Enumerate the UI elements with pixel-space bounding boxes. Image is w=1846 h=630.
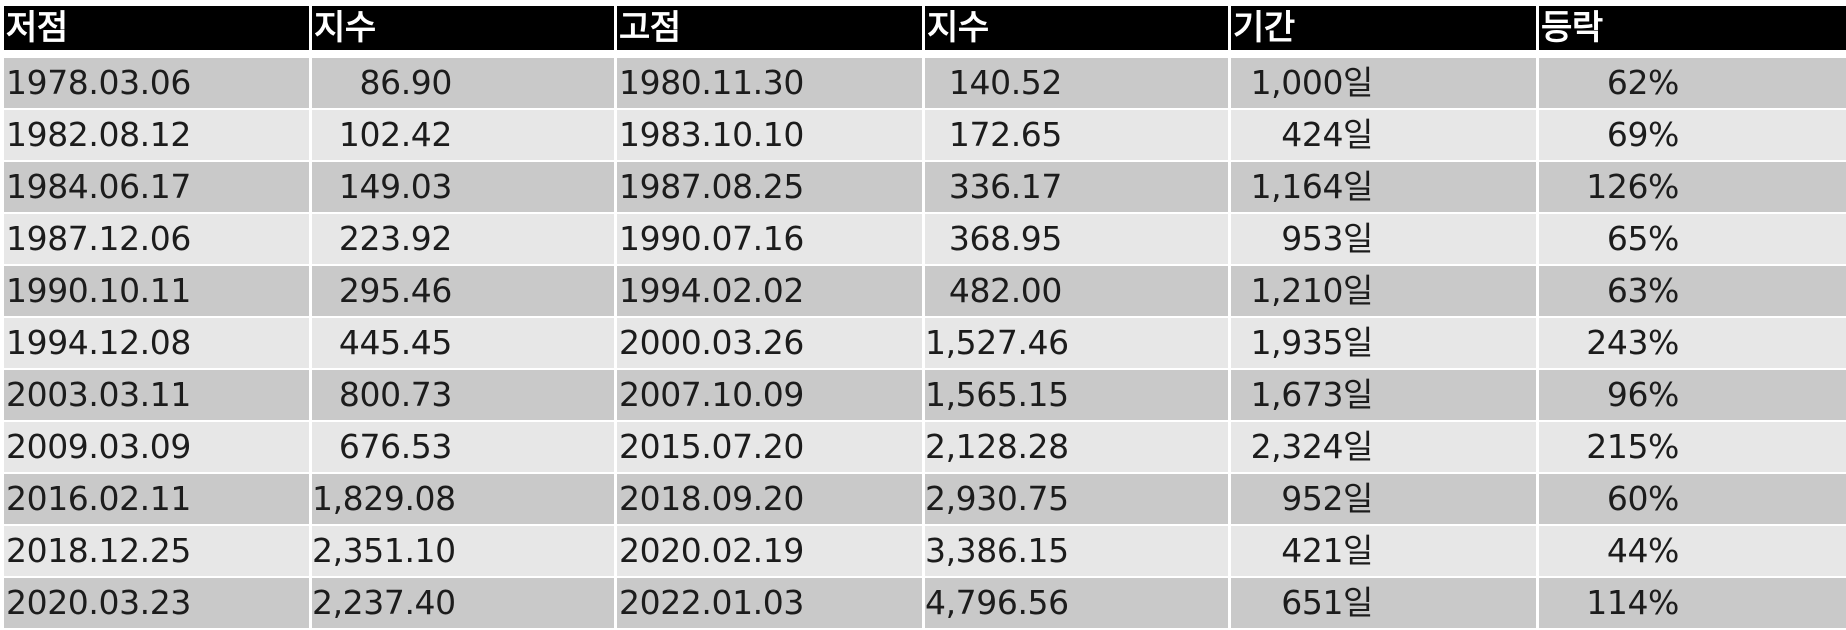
low-date-cell: 2003.03.11 (4, 370, 309, 420)
period-cell: 953일 (1231, 214, 1536, 264)
high-index-cell: 336.17 (925, 162, 1228, 212)
change-cell: 44% (1539, 526, 1846, 576)
high-index-cell: 368.95 (925, 214, 1228, 264)
period-cell: 421일 (1231, 526, 1536, 576)
period-cell: 2,324일 (1231, 422, 1536, 472)
change-cell: 69% (1539, 110, 1846, 160)
high-date-cell: 1990.07.16 (617, 214, 922, 264)
low-index-cell: 2,237.40 (312, 578, 614, 628)
index-cycle-table: 저점 지수 고점 지수 기간 등락 1978.03.06 86.90 1980.11… (4, 6, 1846, 628)
header-change: 등락 (1539, 6, 1846, 50)
high-date-cell: 2022.01.03 (617, 578, 922, 628)
high-index-cell: 172.65 (925, 110, 1228, 160)
high-date-cell: 1987.08.25 (617, 162, 922, 212)
high-date-cell: 2007.10.09 (617, 370, 922, 420)
high-index-cell: 140.52 (925, 58, 1228, 108)
low-index-cell: 800.73 (312, 370, 614, 420)
header-low-index: 지수 (312, 6, 614, 50)
high-date-cell: 1980.11.30 (617, 58, 922, 108)
period-cell: 424일 (1231, 110, 1536, 160)
change-cell: 63% (1539, 266, 1846, 316)
change-cell: 62% (1539, 58, 1846, 108)
period-cell: 1,673일 (1231, 370, 1536, 420)
high-index-cell: 3,386.15 (925, 526, 1228, 576)
low-date-cell: 1990.10.11 (4, 266, 309, 316)
high-date-cell: 2018.09.20 (617, 474, 922, 524)
low-index-cell: 86.90 (312, 58, 614, 108)
low-index-cell: 1,829.08 (312, 474, 614, 524)
low-date-cell: 1987.12.06 (4, 214, 309, 264)
low-index-cell: 445.45 (312, 318, 614, 368)
high-index-cell: 2,930.75 (925, 474, 1228, 524)
period-cell: 1,164일 (1231, 162, 1536, 212)
change-cell: 96% (1539, 370, 1846, 420)
low-date-cell: 2020.03.23 (4, 578, 309, 628)
header-low-date: 저점 (4, 6, 309, 50)
high-index-cell: 482.00 (925, 266, 1228, 316)
high-index-cell: 2,128.28 (925, 422, 1228, 472)
low-index-cell: 2,351.10 (312, 526, 614, 576)
low-index-cell: 676.53 (312, 422, 614, 472)
high-date-cell: 2020.02.19 (617, 526, 922, 576)
low-date-cell: 2016.02.11 (4, 474, 309, 524)
period-cell: 1,000일 (1231, 58, 1536, 108)
change-cell: 60% (1539, 474, 1846, 524)
period-cell: 1,935일 (1231, 318, 1536, 368)
low-date-cell: 2018.12.25 (4, 526, 309, 576)
high-index-cell: 4,796.56 (925, 578, 1228, 628)
change-cell: 215% (1539, 422, 1846, 472)
period-cell: 952일 (1231, 474, 1536, 524)
low-date-cell: 2009.03.09 (4, 422, 309, 472)
high-date-cell: 1994.02.02 (617, 266, 922, 316)
low-index-cell: 223.92 (312, 214, 614, 264)
header-high-index: 지수 (925, 6, 1228, 50)
period-cell: 651일 (1231, 578, 1536, 628)
low-index-cell: 149.03 (312, 162, 614, 212)
high-date-cell: 1983.10.10 (617, 110, 922, 160)
high-date-cell: 2000.03.26 (617, 318, 922, 368)
low-index-cell: 295.46 (312, 266, 614, 316)
low-date-cell: 1982.08.12 (4, 110, 309, 160)
period-cell: 1,210일 (1231, 266, 1536, 316)
high-index-cell: 1,527.46 (925, 318, 1228, 368)
change-cell: 114% (1539, 578, 1846, 628)
high-index-cell: 1,565.15 (925, 370, 1228, 420)
low-date-cell: 1984.06.17 (4, 162, 309, 212)
low-date-cell: 1994.12.08 (4, 318, 309, 368)
low-date-cell: 1978.03.06 (4, 58, 309, 108)
low-index-cell: 102.42 (312, 110, 614, 160)
change-cell: 126% (1539, 162, 1846, 212)
high-date-cell: 2015.07.20 (617, 422, 922, 472)
header-period: 기간 (1231, 6, 1536, 50)
change-cell: 65% (1539, 214, 1846, 264)
change-cell: 243% (1539, 318, 1846, 368)
header-high-date: 고점 (617, 6, 922, 50)
